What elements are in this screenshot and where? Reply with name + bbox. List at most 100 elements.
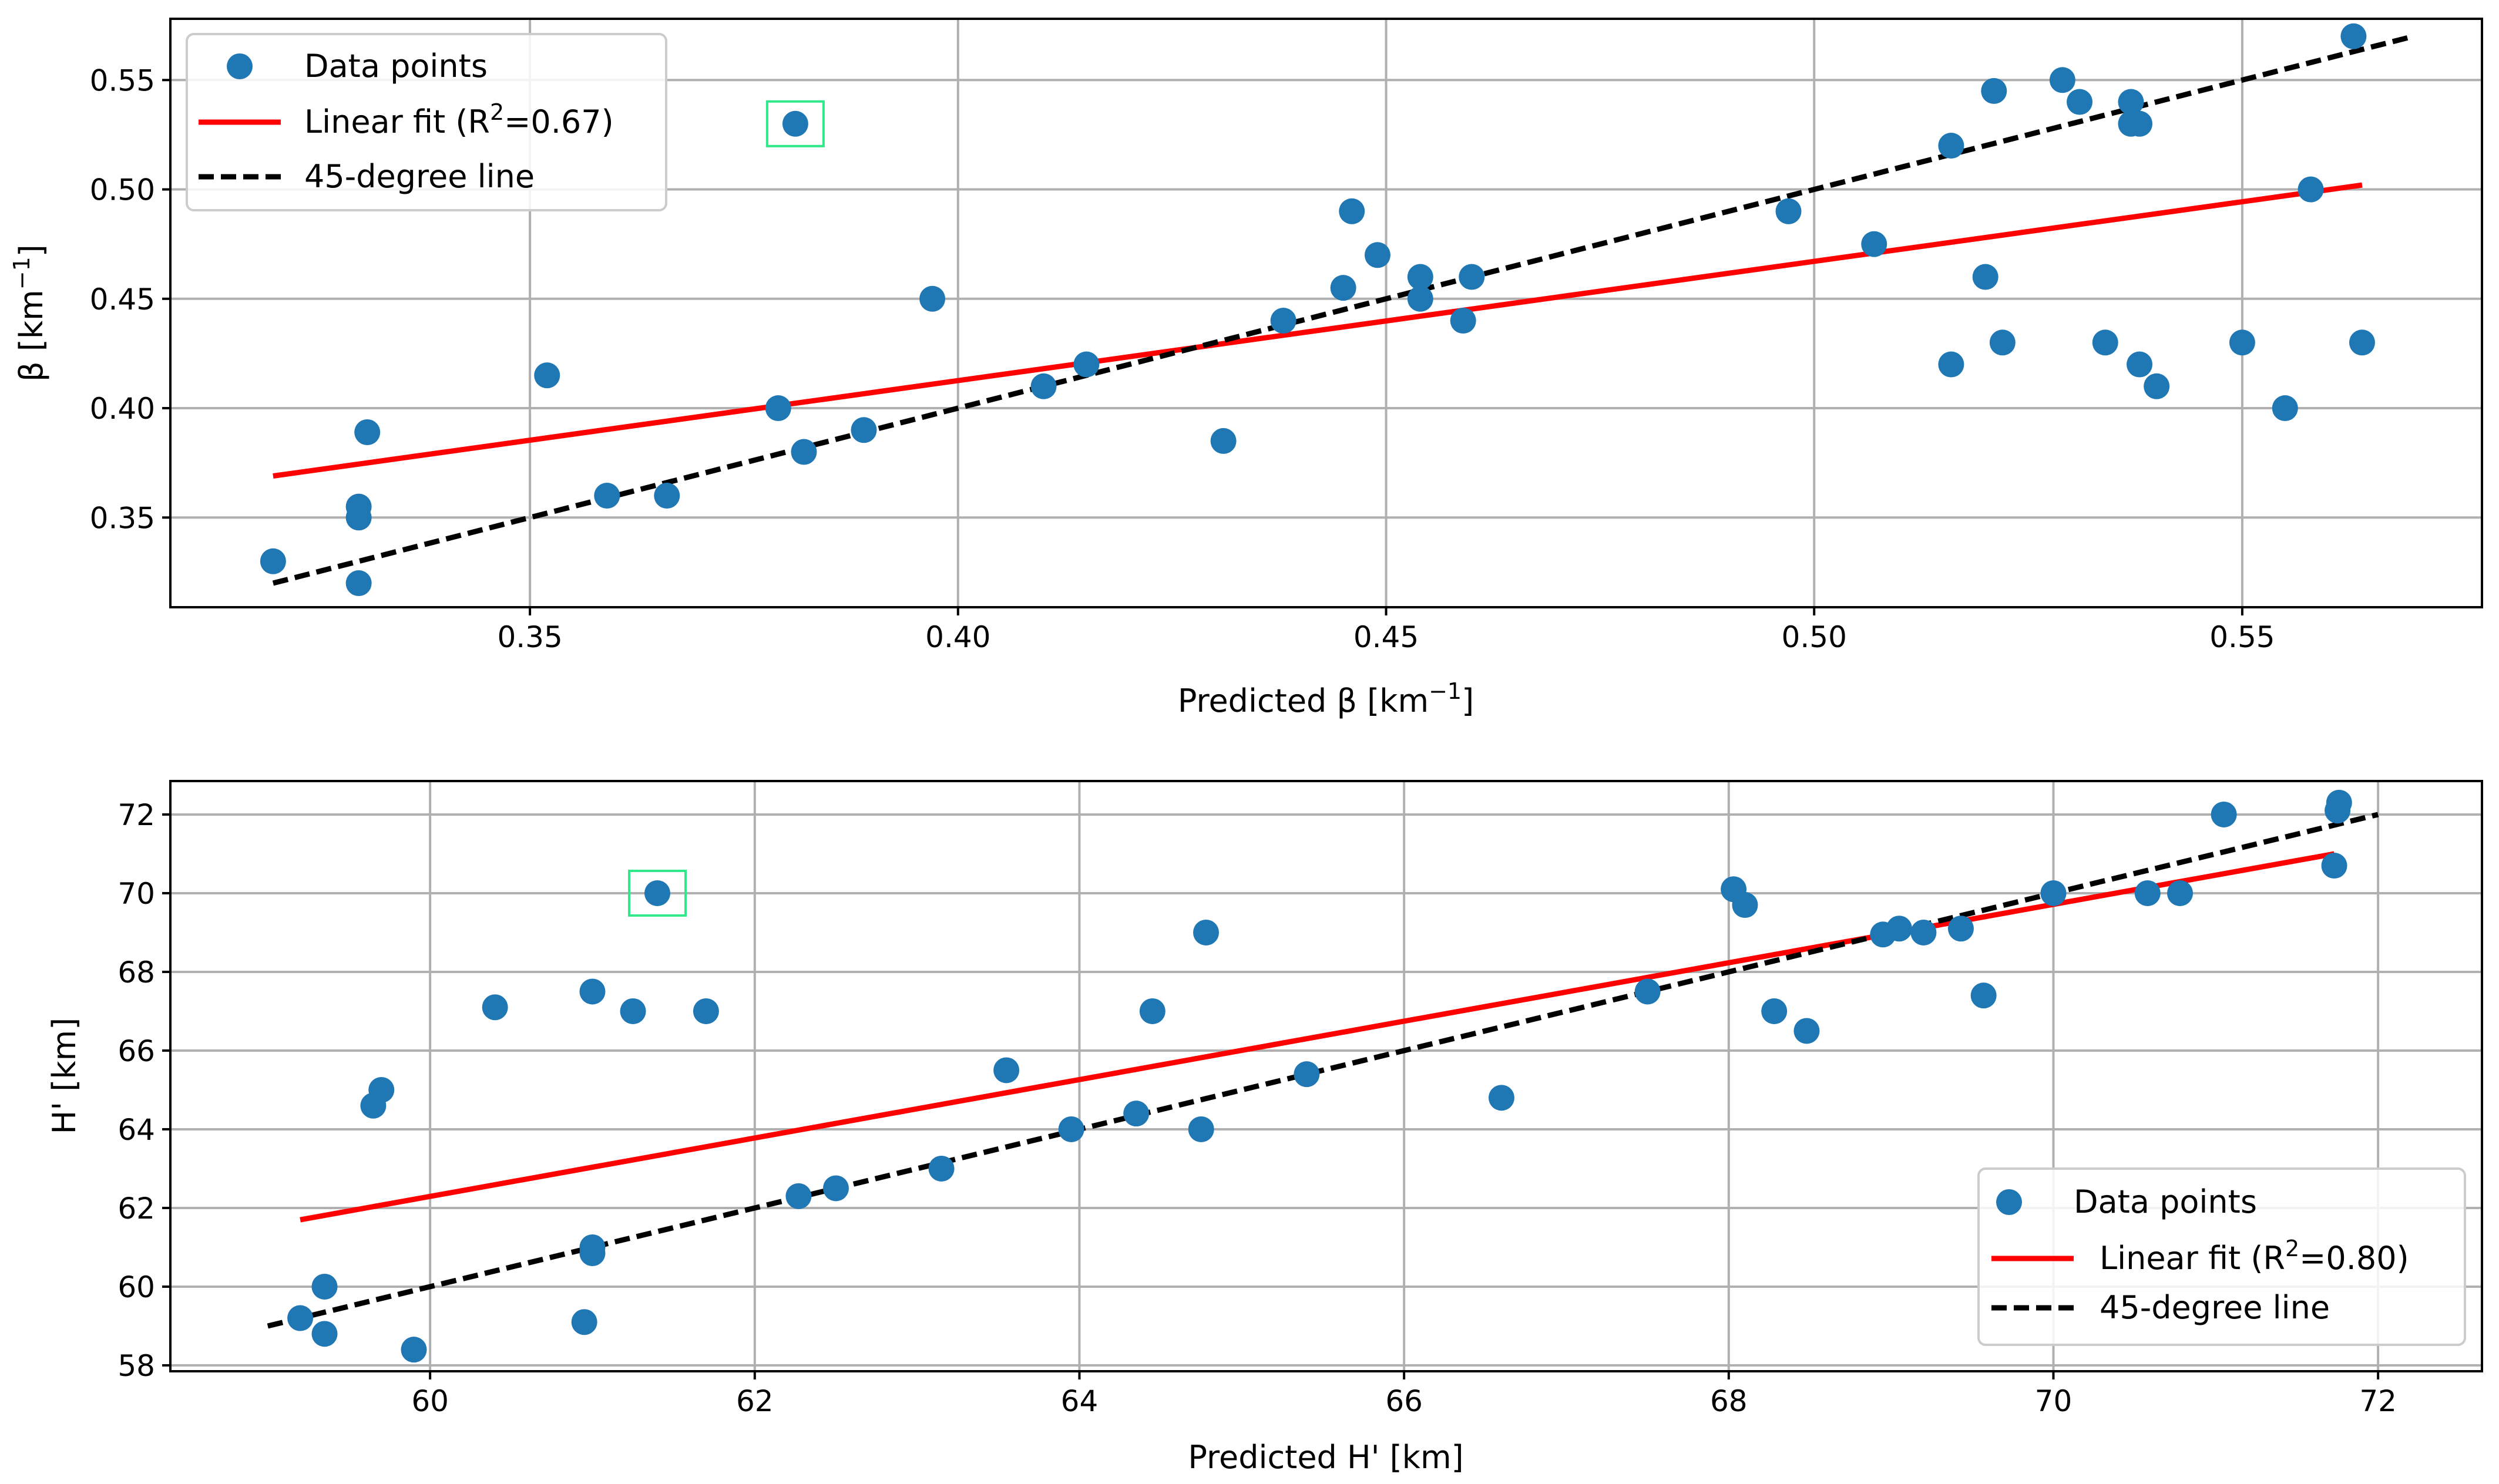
data-point [482,994,508,1021]
legend-box [186,33,667,211]
legend-scatter-label: Data points [2074,1183,2257,1220]
data-point [1938,351,1964,378]
data-point [2340,23,2367,49]
linear-fit-line [300,851,2335,1223]
data-point [1030,373,1057,399]
data-point [1270,308,1296,334]
data-point [791,439,817,465]
data-point [1188,1116,1214,1142]
data-point [620,998,646,1024]
data-point [1886,916,1912,942]
beta-scatter-panel: 0.35 0.40 0.45 0.50 0.55 0.35 0.40 0.45 0.50 0.5… [9,18,2483,719]
y-tick-label: 0.45 [90,282,155,317]
data-point [1938,133,1964,159]
legend-scatter-label: Data points [304,48,488,85]
data-point [1947,916,1974,942]
data-point [1364,242,1390,268]
data-point [1073,351,1100,378]
data-points [287,789,2352,1363]
plot-lines [267,812,2379,1329]
data-point [571,1309,597,1335]
x-tick-label: 70 [2035,1384,2073,1418]
data-point [2127,351,2153,378]
legend-fit-label: Linear fit (R2=0.80) [2100,1236,2409,1277]
y-tick-labels: 58 60 62 64 66 68 70 72 [117,798,155,1383]
legend: Data points Linear fit (R2=0.80) 45-degr… [1977,1167,2466,1346]
data-point [2167,880,2194,906]
data-point [534,362,560,389]
data-point [1775,198,1802,224]
data-point [1339,198,1365,224]
x-tick-labels: 0.35 0.40 0.45 0.50 0.55 [497,620,2275,654]
data-point [2321,853,2347,879]
data-point [1210,428,1237,454]
y-tick-label: 66 [117,1034,155,1068]
linear-fit-line [273,182,2363,479]
data-point [579,978,606,1005]
plot-frame [169,780,2483,1372]
legend-ref-label: 45-degree line [304,158,535,195]
reference-45-degree-line [267,812,2379,1329]
legend-scatter-marker [1996,1189,2022,1215]
data-point [2134,880,2161,906]
x-tick-label: 0.55 [2209,620,2275,654]
legend-scatter-marker [227,53,253,79]
data-point [1123,1101,1150,1127]
y-axis-label: H' [km] [46,1018,83,1135]
x-tick-label: 0.40 [925,620,990,654]
legend-box [1977,1167,2466,1346]
y-tick-label: 0.35 [90,501,155,535]
data-point [1488,1085,1514,1111]
highlight-box [765,100,825,147]
data-point [693,998,719,1024]
data-point [1910,919,1937,945]
data-point [1761,998,1788,1024]
x-tick-label: 66 [1385,1384,1423,1418]
data-point [2211,801,2237,827]
data-point [368,1076,395,1103]
data-point [785,1183,812,1209]
data-point [311,1321,338,1347]
x-tick-label: 0.50 [1782,620,1847,654]
h-prime-scatter-panel: 60 62 64 66 68 70 72 58 60 62 64 66 68 70 72 Predicte… [46,780,2483,1476]
y-axis-label: β [km−1] [9,244,50,382]
data-point [1193,919,1220,945]
y-tick-label: 0.50 [90,173,155,207]
y-tick-label: 72 [117,798,155,832]
data-point [1981,78,2007,104]
data-point [354,419,381,446]
data-point [1450,308,1476,334]
data-point [2049,67,2075,93]
data-point [260,548,286,574]
y-tick-label: 0.40 [90,392,155,426]
x-tick-label: 0.45 [1353,620,1419,654]
data-point [2092,329,2118,356]
data-point [1732,892,1758,918]
data-point [1861,231,1887,257]
y-tick-label: 0.55 [90,63,155,97]
data-point [1793,1018,1820,1044]
data-point [579,1240,606,1266]
data-point [644,880,671,906]
data-point [1634,978,1661,1005]
data-point [919,285,946,312]
data-point [287,1305,314,1331]
legend: Data points Linear fit (R2=0.67) 45-degr… [186,33,667,211]
data-point [1970,982,1997,1009]
data-point [2326,789,2352,816]
x-tick-label: 60 [411,1384,449,1418]
highlight-box [628,869,687,917]
y-tick-labels: 0.35 0.40 0.45 0.50 0.55 [90,63,155,535]
x-tick-label: 68 [1710,1384,1748,1418]
reference-45-degree-line [272,33,2414,586]
y-tick-label: 58 [117,1349,155,1383]
data-point [1058,1116,1084,1142]
data-point [1294,1061,1320,1088]
data-point [782,110,808,137]
data-point [2144,373,2170,399]
data-point [2272,395,2298,422]
data-point [2229,329,2255,356]
highlight-box-group [765,100,825,147]
x-tick-label: 72 [2359,1384,2397,1418]
